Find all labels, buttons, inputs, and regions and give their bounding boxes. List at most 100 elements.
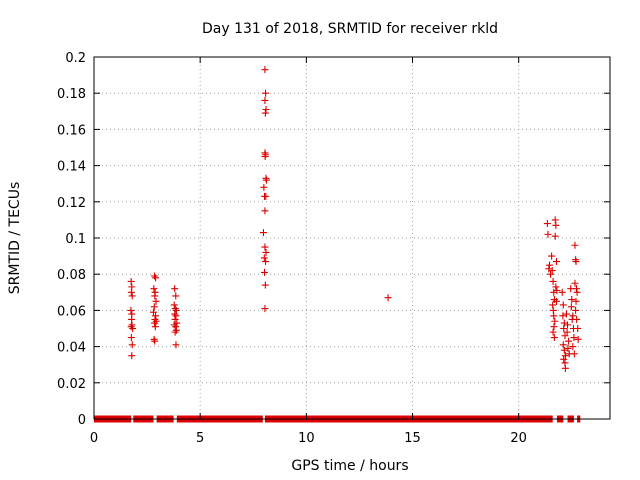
- data-point: [150, 285, 158, 293]
- data-point: [152, 317, 160, 325]
- data-point: [552, 283, 560, 291]
- data-point: [171, 285, 179, 293]
- data-point: [171, 315, 179, 323]
- data-point: [260, 254, 268, 262]
- data-point: [127, 334, 135, 342]
- data-point: [172, 312, 180, 320]
- data-point: [551, 317, 559, 325]
- data-point: [261, 243, 269, 251]
- data-point: [127, 323, 135, 331]
- y-tick-label: 0.04: [57, 341, 86, 356]
- data-point: [262, 89, 270, 97]
- data-point: [560, 325, 568, 332]
- axis-ticks: [93, 56, 610, 420]
- data-point: [545, 265, 553, 273]
- data-point: [172, 341, 180, 349]
- data-point: [572, 306, 580, 314]
- data-point: [262, 192, 270, 200]
- data-point: [384, 294, 392, 302]
- data-point: [552, 258, 560, 266]
- data-point: [128, 341, 136, 349]
- data-point: [152, 297, 160, 305]
- data-point: [552, 221, 560, 229]
- data-point: [129, 325, 137, 332]
- data-point: [560, 355, 568, 363]
- x-axis-label: GPS time / hours: [291, 458, 408, 474]
- data-point: [560, 346, 568, 354]
- data-point: [259, 229, 267, 237]
- data-point: [573, 288, 581, 296]
- data-point: [551, 216, 559, 224]
- data-point: [127, 277, 135, 285]
- data-point: [151, 319, 159, 327]
- data-point: [570, 334, 578, 342]
- data-point: [560, 319, 568, 327]
- data-point: [548, 267, 556, 275]
- data-point: [559, 312, 567, 320]
- data-points: [127, 66, 582, 372]
- x-tick-label: 0: [90, 431, 98, 446]
- data-point: [128, 321, 136, 329]
- data-point: [561, 364, 569, 372]
- data-point: [261, 207, 269, 215]
- data-point: [550, 312, 558, 320]
- data-point: [545, 261, 553, 269]
- data-point: [558, 288, 566, 296]
- data-point: [262, 105, 270, 113]
- data-point: [567, 303, 575, 311]
- plot-frame: [93, 56, 611, 420]
- data-point: [548, 252, 556, 260]
- y-tick-label: 0.18: [57, 87, 86, 102]
- data-point: [262, 176, 270, 184]
- data-point: [171, 305, 179, 313]
- y-tick-label: 0.06: [57, 304, 86, 319]
- data-point: [565, 337, 573, 345]
- data-point: [574, 335, 582, 343]
- y-tick-label: 0: [78, 413, 86, 428]
- y-tick-label: 0.2: [65, 51, 86, 66]
- data-point: [547, 270, 555, 278]
- data-point: [572, 258, 580, 266]
- data-point: [149, 308, 157, 316]
- data-point: [563, 328, 571, 336]
- data-point: [561, 332, 569, 340]
- data-point: [573, 315, 581, 323]
- data-point: [128, 292, 136, 300]
- data-point: [559, 341, 567, 349]
- data-point: [561, 352, 569, 360]
- data-point: [152, 312, 160, 320]
- data-point: [262, 258, 270, 266]
- tick-labels: 0 0.02 0.04 0.06 0.08 0.1 0.12 0.14 0.16 0.18 0.2 0…: [57, 51, 527, 446]
- data-point: [128, 352, 136, 360]
- data-point: [544, 230, 552, 238]
- data-point: [261, 268, 269, 276]
- data-point: [569, 343, 577, 351]
- grid-layer: [94, 57, 610, 419]
- data-point: [151, 337, 159, 345]
- data-point: [261, 66, 269, 74]
- x-tick-label: 5: [196, 431, 204, 446]
- data-point: [550, 323, 558, 331]
- data-point: [261, 153, 269, 161]
- data-point: [564, 321, 572, 329]
- data-point: [568, 296, 576, 304]
- data-point: [152, 274, 160, 282]
- data-point: [571, 241, 579, 249]
- data-point: [551, 232, 559, 240]
- chart-title: Day 131 of 2018, SRMTID for receiver rkl…: [202, 21, 498, 37]
- data-point: [262, 248, 270, 256]
- data-point: [574, 325, 582, 332]
- data-point: [559, 301, 567, 309]
- y-tick-label: 0.16: [57, 123, 86, 138]
- y-tick-label: 0.02: [57, 377, 86, 392]
- data-point: [150, 303, 158, 311]
- data-point: [550, 334, 558, 342]
- data-point: [564, 344, 572, 352]
- y-tick-label: 0.14: [57, 160, 86, 175]
- data-point: [170, 301, 178, 309]
- x-tick-label: 15: [404, 431, 421, 446]
- data-point: [260, 183, 268, 191]
- data-point: [127, 306, 135, 314]
- y-axis-label: SRMTID / TECUs: [7, 182, 23, 295]
